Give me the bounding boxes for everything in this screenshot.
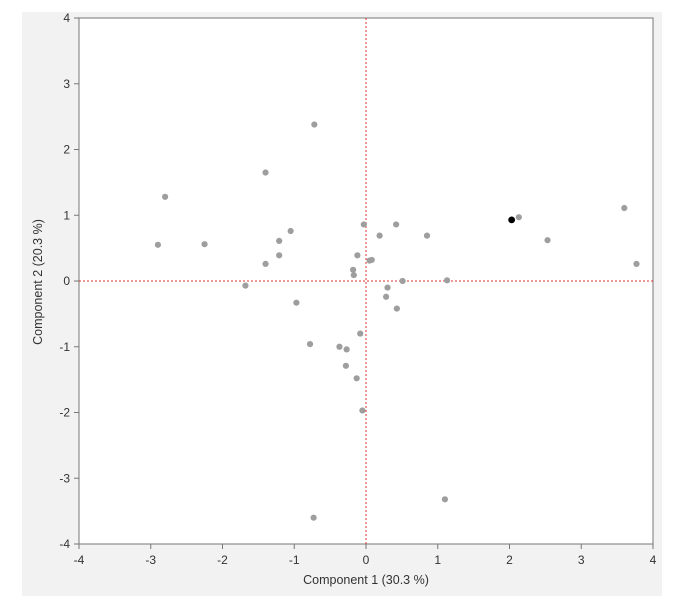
data-point (423, 232, 431, 239)
y-tick-label: 0 (63, 274, 70, 288)
data-point (336, 343, 343, 350)
highlighted-data-point (508, 216, 516, 224)
y-tick-label: 1 (63, 208, 70, 222)
data-point (360, 221, 367, 228)
data-point (262, 260, 269, 268)
data-point (276, 237, 283, 244)
y-tick-label: -4 (59, 537, 70, 551)
x-tick-label: 2 (506, 553, 513, 567)
data-point (287, 227, 294, 235)
y-axis-ticks: -4 -3 -2 -1 0 1 2 3 4 (59, 11, 79, 551)
data-point (349, 266, 357, 273)
data-points (154, 121, 640, 521)
data-point (162, 193, 169, 200)
data-point (342, 362, 350, 369)
data-point (357, 330, 364, 337)
y-tick-label: -2 (59, 406, 70, 420)
y-tick-label: -1 (59, 340, 70, 354)
x-tick-label: 3 (578, 553, 585, 567)
data-point (262, 169, 269, 176)
data-point (311, 121, 318, 128)
data-point (621, 204, 628, 212)
y-tick-label: 2 (63, 143, 70, 157)
x-tick-label: -1 (289, 553, 300, 567)
x-tick-label: -3 (145, 553, 156, 567)
data-point (242, 282, 249, 289)
x-tick-label: 4 (650, 553, 657, 567)
x-tick-label: -2 (217, 553, 228, 567)
data-point (354, 252, 361, 259)
y-axis-title: Component 2 (20.3 %) (31, 219, 45, 345)
data-point (633, 260, 640, 268)
y-tick-label: 3 (63, 77, 70, 91)
data-point (293, 299, 300, 306)
data-point (368, 256, 375, 264)
data-point (443, 277, 451, 284)
data-point (393, 221, 400, 228)
data-point (376, 232, 383, 239)
data-point (154, 241, 162, 248)
data-point (382, 293, 390, 300)
data-point (350, 271, 357, 279)
data-point (544, 237, 551, 244)
plot-area (78, 17, 654, 545)
data-point (310, 514, 317, 521)
data-point (276, 252, 283, 259)
data-point (353, 375, 360, 382)
data-point (343, 346, 350, 353)
x-tick-label: 0 (363, 553, 370, 567)
data-point (359, 407, 366, 414)
y-tick-label: -3 (59, 471, 70, 485)
x-axis-ticks: -4 -3 -2 -1 0 1 2 3 4 (74, 544, 657, 567)
x-tick-label: 1 (434, 553, 441, 567)
data-point (399, 277, 406, 285)
data-point (441, 496, 449, 503)
x-axis-title: Component 1 (30.3 %) (303, 573, 429, 587)
data-point (393, 305, 400, 312)
data-point (306, 341, 314, 348)
data-point (515, 214, 522, 221)
data-point (384, 284, 391, 291)
y-tick-label: 4 (63, 11, 70, 25)
data-point (201, 241, 208, 248)
x-tick-label: -4 (74, 553, 85, 567)
